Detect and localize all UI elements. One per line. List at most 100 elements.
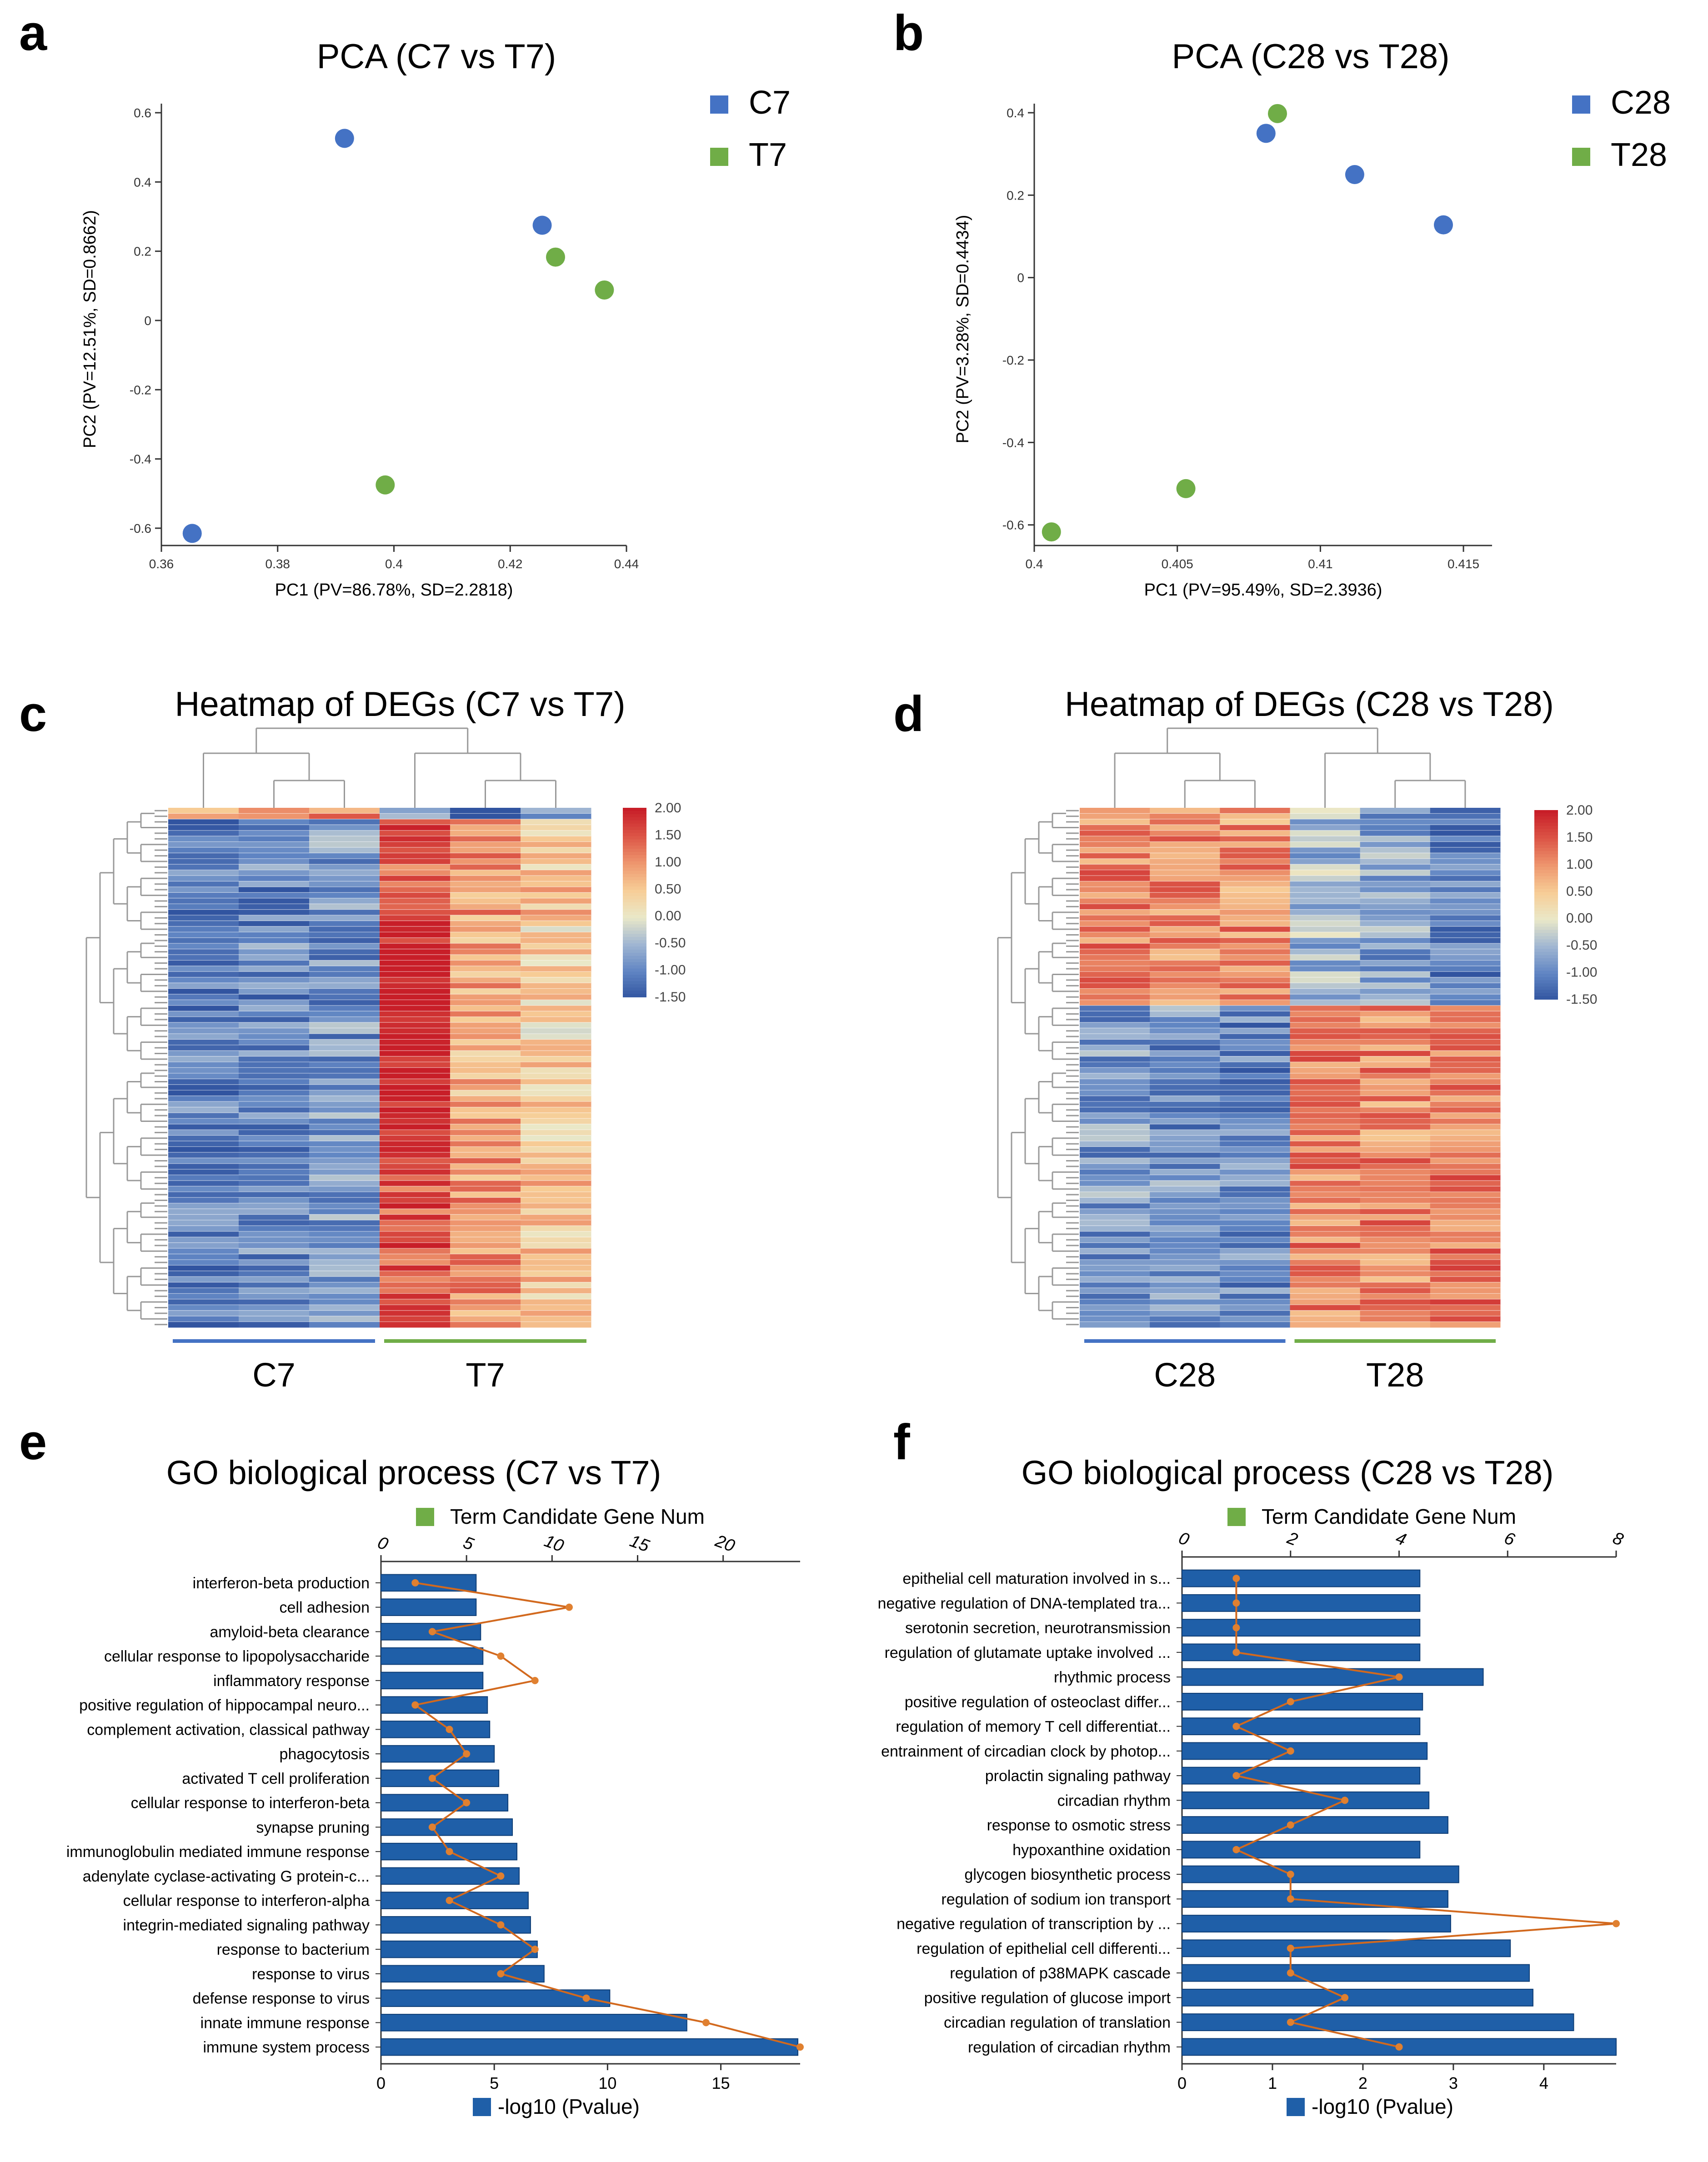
colorbar-tick-label: 2.00 — [1566, 803, 1593, 818]
colorbar-segment — [623, 814, 646, 818]
heatmap-cell — [521, 1276, 591, 1283]
colorbar-segment — [1534, 895, 1558, 899]
heatmap-cell — [521, 937, 591, 944]
legend-swatch-t28 — [1572, 148, 1590, 166]
bar — [1182, 1668, 1484, 1686]
colorbar-segment — [623, 978, 646, 982]
heatmap-cell — [450, 943, 521, 950]
heatmap-cell — [1150, 915, 1220, 921]
heatmap-cell — [239, 1045, 310, 1051]
heatmap-cell — [239, 819, 310, 825]
bar — [381, 1745, 495, 1763]
heatmap-cell — [1220, 1158, 1290, 1164]
heatmap-cell — [1150, 1118, 1220, 1125]
heatmap-cell — [1290, 870, 1361, 876]
heatmap-cell — [1360, 836, 1431, 842]
heatmap-cell — [1220, 1242, 1290, 1249]
heatmap-cell — [1150, 1051, 1220, 1057]
heatmap-cell — [1360, 1062, 1431, 1068]
heatmap-cell — [168, 1022, 239, 1029]
heatmap-cell — [1080, 1231, 1150, 1237]
heatmap-cell — [309, 886, 380, 893]
heatmap-cell — [309, 909, 380, 916]
heatmap-cell — [450, 1011, 521, 1017]
heatmap-cell — [239, 966, 310, 972]
heatmap-cell — [1290, 1101, 1361, 1107]
heatmap-cell — [450, 892, 521, 899]
gene-num-point — [446, 1897, 453, 1904]
category-label: negative regulation of transcription by … — [897, 1916, 1171, 1933]
heatmap-cell — [521, 1152, 591, 1158]
heatmap-cell — [309, 1197, 380, 1204]
heatmap-cell — [1150, 1062, 1220, 1068]
heatmap-cell — [1220, 1022, 1290, 1029]
heatmap-cell — [1290, 1169, 1361, 1176]
heatmap-cell — [380, 813, 451, 820]
colorbar-segment — [623, 943, 646, 947]
heatmap-cell — [380, 1107, 451, 1113]
heatmap-cell — [380, 1305, 451, 1311]
heatmap-cell — [1360, 1282, 1431, 1288]
heatmap-cell — [450, 1209, 521, 1215]
heatmap-cell — [1290, 926, 1361, 932]
heatmap-cell — [450, 1321, 521, 1328]
heatmap-cell — [380, 971, 451, 978]
heatmap-cell — [1080, 1141, 1150, 1147]
heatmap-cell — [1150, 1288, 1220, 1294]
heatmap-cell — [380, 1130, 451, 1136]
heatmap-cell — [1360, 1288, 1431, 1294]
heatmap-cell — [1360, 864, 1431, 871]
heatmap-cell — [168, 1062, 239, 1068]
heatmap-cell — [1360, 943, 1431, 950]
heatmap-cell — [168, 1175, 239, 1181]
heatmap-cell — [380, 1067, 451, 1074]
category-label: cellular response to interferon-alpha — [123, 1892, 370, 1910]
heatmap-cell — [309, 836, 380, 842]
heatmap-cell — [168, 808, 239, 814]
heatmap-cell — [239, 1000, 310, 1006]
heatmap-cell — [450, 960, 521, 966]
heatmap-cell — [1220, 915, 1290, 921]
heatmap-cell — [1290, 1231, 1361, 1237]
heatmap-cell — [380, 1288, 451, 1294]
data-point-t7 — [376, 475, 395, 495]
heatmap-cell — [1150, 836, 1220, 842]
heatmap-cell — [1290, 971, 1361, 978]
heatmap-cell — [380, 1191, 451, 1198]
heatmap-cell — [1150, 926, 1220, 932]
heatmap-cell — [521, 1016, 591, 1023]
colorbar-segment — [623, 808, 646, 811]
heatmap-cell — [1080, 1316, 1150, 1322]
heatmap-cell — [309, 1186, 380, 1192]
gene-num-point — [1287, 1871, 1294, 1878]
heatmap-cell — [450, 813, 521, 820]
heatmap-cell — [1430, 1209, 1501, 1215]
heatmap-cell — [1290, 1288, 1361, 1294]
heatmap-cell — [1360, 1141, 1431, 1147]
category-label: circadian regulation of translation — [944, 2014, 1171, 2032]
colorbar-segment — [1534, 920, 1558, 924]
heatmap-cell — [1430, 1028, 1501, 1034]
heatmap-cell — [521, 1101, 591, 1107]
heatmap-cell — [1220, 1011, 1290, 1017]
heatmap-cell — [521, 1169, 591, 1176]
heatmap-cell — [1080, 1186, 1150, 1192]
heatmap-cell — [1150, 909, 1220, 916]
heatmap-cell — [521, 932, 591, 938]
bar — [381, 1696, 488, 1714]
heatmap-cell — [1220, 876, 1290, 882]
heatmap-cell — [1220, 994, 1290, 1000]
heatmap-cell — [309, 1248, 380, 1254]
heatmap-cell — [1220, 1056, 1290, 1062]
heatmap-cell — [450, 1169, 521, 1176]
heatmap-cell — [1360, 830, 1431, 836]
heatmap-cell — [168, 1310, 239, 1316]
heatmap-cell — [1430, 1248, 1501, 1254]
colorbar-tick-label: 0.00 — [655, 909, 681, 924]
heatmap-cell — [380, 858, 451, 865]
heatmap-cell — [1290, 1186, 1361, 1192]
gene-num-point — [1287, 2018, 1294, 2026]
colorbar-tick-label: -1.50 — [655, 990, 686, 1005]
heatmap-cell — [168, 1084, 239, 1091]
colorbar-segment — [623, 934, 646, 938]
